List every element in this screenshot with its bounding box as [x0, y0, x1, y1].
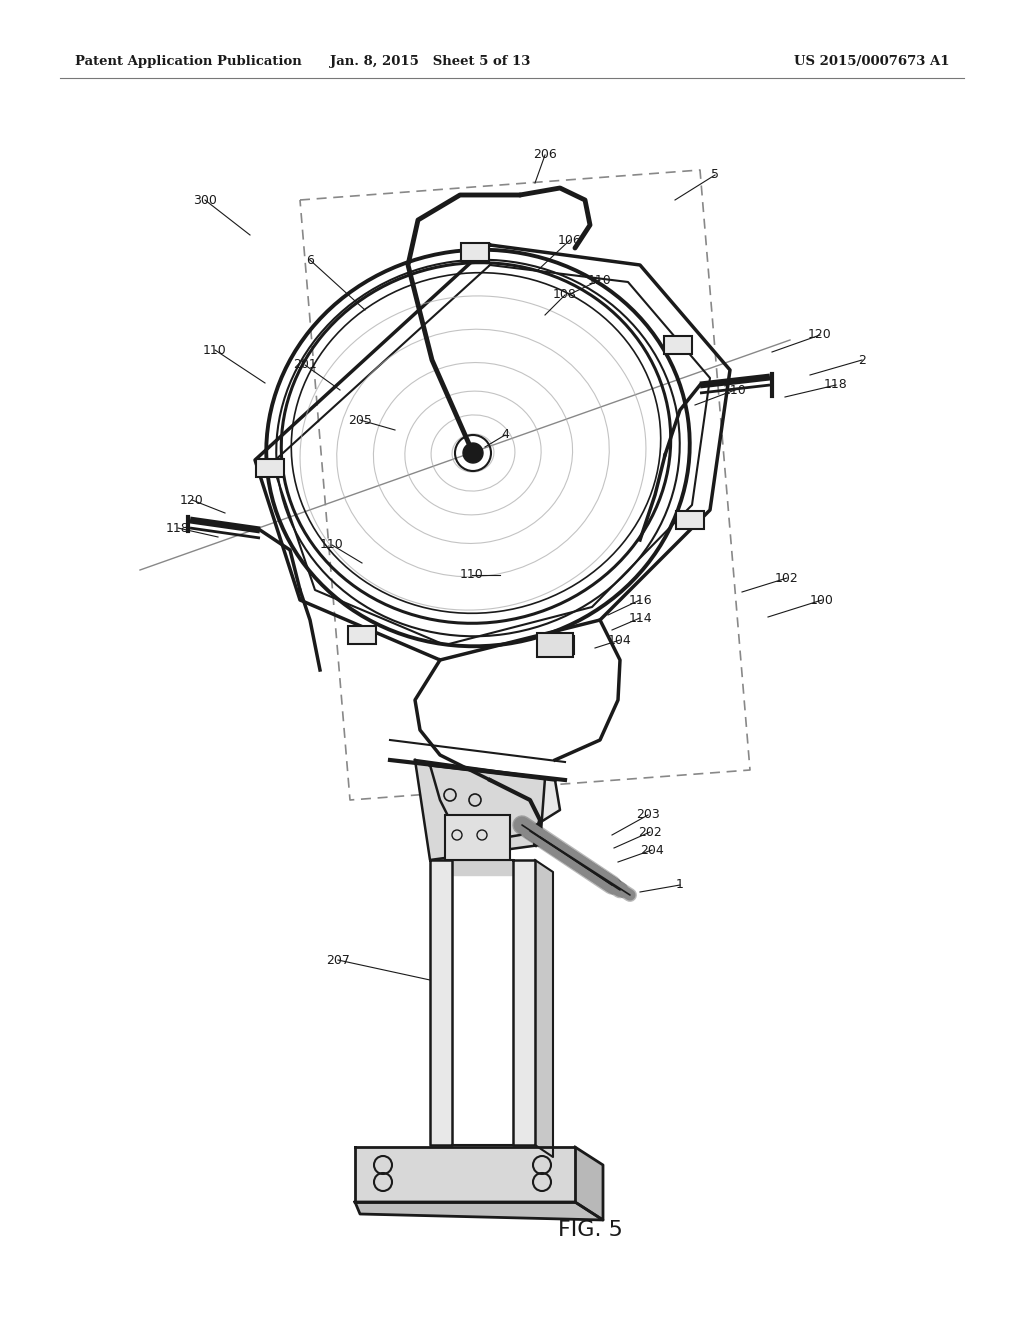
FancyBboxPatch shape — [537, 634, 573, 657]
Text: 108: 108 — [553, 289, 577, 301]
Text: 205: 205 — [348, 413, 372, 426]
Polygon shape — [575, 1147, 603, 1220]
Text: 120: 120 — [808, 329, 831, 342]
Text: Jan. 8, 2015   Sheet 5 of 13: Jan. 8, 2015 Sheet 5 of 13 — [330, 55, 530, 69]
Circle shape — [463, 444, 483, 463]
Text: US 2015/0007673 A1: US 2015/0007673 A1 — [795, 55, 950, 69]
Text: FIG. 5: FIG. 5 — [557, 1220, 623, 1239]
Polygon shape — [535, 861, 553, 1158]
Polygon shape — [452, 861, 513, 875]
Text: 118: 118 — [824, 379, 848, 392]
Text: 5: 5 — [711, 169, 719, 181]
Text: 201: 201 — [293, 359, 316, 371]
Polygon shape — [415, 760, 545, 861]
Text: 100: 100 — [810, 594, 834, 606]
Text: 203: 203 — [636, 808, 659, 821]
Text: 110: 110 — [588, 273, 612, 286]
Text: Patent Application Publication: Patent Application Publication — [75, 55, 302, 69]
Text: 110: 110 — [321, 539, 344, 552]
FancyBboxPatch shape — [664, 337, 692, 354]
Text: 102: 102 — [775, 572, 799, 585]
Text: 4: 4 — [501, 429, 509, 441]
Text: 6: 6 — [306, 253, 314, 267]
FancyBboxPatch shape — [546, 636, 574, 653]
Text: 120: 120 — [180, 494, 204, 507]
Polygon shape — [513, 861, 535, 1144]
Text: 116: 116 — [628, 594, 652, 606]
Text: 1: 1 — [676, 879, 684, 891]
Text: 204: 204 — [640, 843, 664, 857]
Text: 207: 207 — [326, 953, 350, 966]
Text: 106: 106 — [558, 234, 582, 247]
Polygon shape — [430, 861, 452, 1144]
Text: 202: 202 — [638, 825, 662, 838]
FancyBboxPatch shape — [461, 243, 489, 261]
Polygon shape — [355, 1147, 575, 1203]
Text: 104: 104 — [608, 634, 632, 647]
FancyBboxPatch shape — [676, 511, 705, 529]
Text: 118: 118 — [166, 521, 189, 535]
Polygon shape — [355, 1203, 603, 1220]
Text: 110: 110 — [723, 384, 746, 396]
Text: 2: 2 — [858, 354, 866, 367]
Text: 110: 110 — [460, 569, 484, 582]
Text: 300: 300 — [194, 194, 217, 206]
FancyBboxPatch shape — [348, 626, 376, 644]
Text: 114: 114 — [628, 611, 652, 624]
Polygon shape — [430, 766, 560, 840]
FancyBboxPatch shape — [256, 459, 284, 477]
Text: 110: 110 — [203, 343, 227, 356]
FancyBboxPatch shape — [445, 814, 510, 861]
Text: 206: 206 — [534, 149, 557, 161]
